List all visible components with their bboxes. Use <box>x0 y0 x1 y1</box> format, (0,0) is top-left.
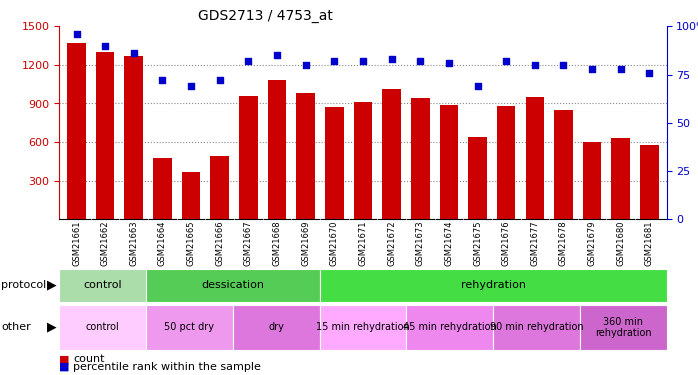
Text: GSM21667: GSM21667 <box>244 220 253 266</box>
Bar <box>239 96 258 219</box>
Text: 50 pct dry: 50 pct dry <box>165 322 214 332</box>
Bar <box>611 138 630 219</box>
Text: control: control <box>86 322 119 332</box>
Point <box>415 58 426 64</box>
Point <box>386 56 397 62</box>
Text: GSM21674: GSM21674 <box>445 220 454 266</box>
Text: GSM21669: GSM21669 <box>301 220 310 266</box>
Bar <box>468 137 487 219</box>
Text: GSM21675: GSM21675 <box>473 220 482 266</box>
Point <box>558 62 569 68</box>
Point <box>128 50 140 56</box>
Point <box>529 62 540 68</box>
Point <box>100 42 111 48</box>
Point <box>443 60 454 66</box>
Point <box>500 58 512 64</box>
Text: ■: ■ <box>59 362 70 372</box>
Text: GSM21677: GSM21677 <box>530 220 540 266</box>
Point <box>272 52 283 58</box>
Text: dry: dry <box>268 322 284 332</box>
Point <box>615 66 626 72</box>
Text: 360 min
rehydration: 360 min rehydration <box>595 316 651 338</box>
Point <box>644 70 655 76</box>
Text: GDS2713 / 4753_at: GDS2713 / 4753_at <box>198 9 333 23</box>
Text: ▶: ▶ <box>47 321 57 334</box>
Text: GSM21672: GSM21672 <box>387 220 396 266</box>
Text: GSM21663: GSM21663 <box>129 220 138 266</box>
Text: rehydration: rehydration <box>461 280 526 290</box>
FancyBboxPatch shape <box>146 305 233 350</box>
FancyBboxPatch shape <box>59 305 146 350</box>
FancyBboxPatch shape <box>580 305 667 350</box>
Point <box>586 66 597 72</box>
Text: count: count <box>73 354 105 364</box>
Bar <box>583 142 602 219</box>
Text: GSM21680: GSM21680 <box>616 220 625 266</box>
Point <box>157 77 168 83</box>
Text: GSM21676: GSM21676 <box>502 220 511 266</box>
Bar <box>497 106 516 219</box>
Bar <box>411 98 429 219</box>
Point <box>357 58 369 64</box>
Bar <box>640 145 659 219</box>
Point <box>71 31 82 37</box>
Text: percentile rank within the sample: percentile rank within the sample <box>73 362 261 372</box>
FancyBboxPatch shape <box>320 305 406 350</box>
Text: GSM21662: GSM21662 <box>101 220 110 266</box>
Point <box>243 58 254 64</box>
Text: 90 min rehydration: 90 min rehydration <box>490 322 584 332</box>
Text: GSM21661: GSM21661 <box>72 220 81 266</box>
Bar <box>124 56 143 219</box>
FancyBboxPatch shape <box>406 305 493 350</box>
FancyBboxPatch shape <box>233 305 320 350</box>
Text: protocol: protocol <box>1 280 47 290</box>
Bar <box>325 107 343 219</box>
Bar <box>354 102 372 219</box>
Bar <box>67 43 86 219</box>
FancyBboxPatch shape <box>59 269 146 302</box>
FancyBboxPatch shape <box>493 305 580 350</box>
Text: GSM21681: GSM21681 <box>645 220 654 266</box>
Bar <box>383 89 401 219</box>
Point <box>186 83 197 89</box>
Bar <box>440 105 458 219</box>
Text: 15 min rehydration: 15 min rehydration <box>316 322 410 332</box>
Point <box>214 77 225 83</box>
Bar <box>210 156 229 219</box>
Text: GSM21670: GSM21670 <box>330 220 339 266</box>
Text: GSM21668: GSM21668 <box>272 220 281 266</box>
Bar <box>96 52 114 219</box>
Bar <box>268 80 286 219</box>
Text: dessication: dessication <box>201 280 265 290</box>
FancyBboxPatch shape <box>146 269 320 302</box>
Bar <box>297 93 315 219</box>
Text: other: other <box>1 322 31 332</box>
Text: GSM21678: GSM21678 <box>559 220 568 266</box>
Text: GSM21679: GSM21679 <box>588 220 597 266</box>
FancyBboxPatch shape <box>320 269 667 302</box>
Text: GSM21664: GSM21664 <box>158 220 167 266</box>
Text: ▶: ▶ <box>47 279 57 292</box>
Text: GSM21673: GSM21673 <box>416 220 425 266</box>
Bar <box>181 172 200 219</box>
Bar <box>526 97 544 219</box>
Text: 45 min rehydration: 45 min rehydration <box>403 322 496 332</box>
Point <box>300 62 311 68</box>
Bar <box>153 158 172 219</box>
Text: GSM21671: GSM21671 <box>359 220 367 266</box>
Text: ■: ■ <box>59 354 70 364</box>
Text: GSM21665: GSM21665 <box>186 220 195 266</box>
Point <box>329 58 340 64</box>
Text: GSM21666: GSM21666 <box>215 220 224 266</box>
Point <box>472 83 483 89</box>
Bar <box>554 110 573 219</box>
Text: control: control <box>83 280 122 290</box>
